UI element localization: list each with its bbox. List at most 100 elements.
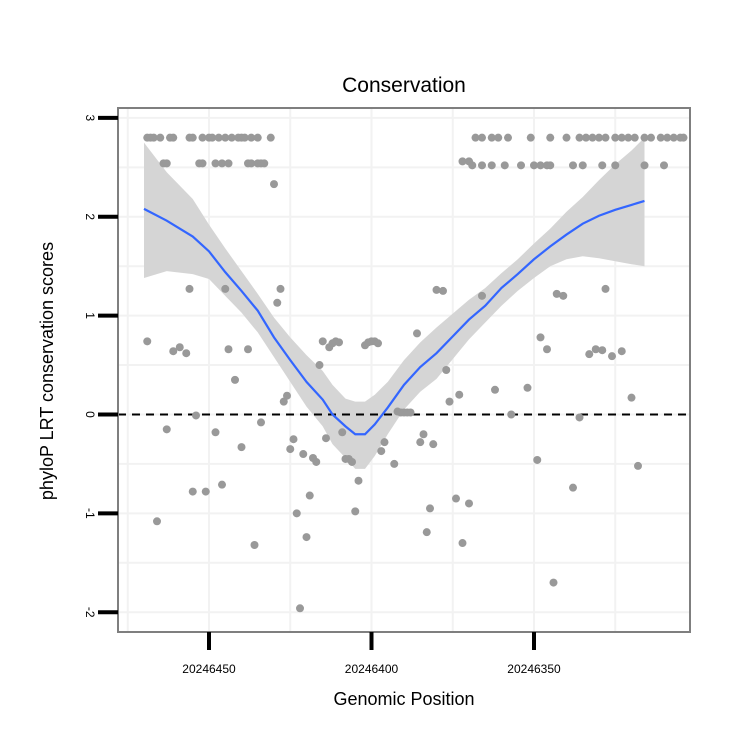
data-point [504,133,512,142]
data-point [247,133,256,142]
data-point [149,133,158,142]
data-point [218,159,226,168]
data-point [162,159,171,168]
data-point [406,408,415,417]
data-point [458,157,467,166]
data-point [575,133,584,142]
data-points [143,133,688,613]
x-axis: 20246450 20246400 20246350 [182,632,561,676]
data-point [562,133,571,142]
data-point [231,375,239,384]
data-point [491,385,499,394]
data-point [601,284,610,293]
data-point [530,161,538,170]
data-point [546,133,555,142]
data-point [543,345,551,354]
data-point [305,491,314,500]
data-point [533,455,542,464]
y-tick-label: 2 [83,213,97,220]
y-tick-label: 1 [83,312,97,319]
data-point [439,286,447,295]
data-point [611,161,620,170]
data-point [240,133,249,142]
data-point [299,450,308,459]
data-point [413,329,421,338]
data-point [478,133,486,142]
data-point [390,459,399,468]
x-tick-label: 20246450 [182,662,236,676]
data-point [322,434,330,443]
data-point [452,494,460,503]
data-point [669,133,678,142]
data-point [526,133,535,142]
data-point [523,383,532,392]
data-point [302,533,311,542]
data-point [617,133,626,142]
data-point [656,133,665,142]
data-point [250,540,259,549]
data-point [575,413,584,422]
data-point [591,345,600,354]
chart-title: Conservation [342,74,466,97]
data-point [273,298,282,307]
data-point [465,499,473,508]
data-point [201,487,210,496]
data-point [247,159,256,168]
data-point [601,133,610,142]
data-point [270,180,278,189]
data-point [598,161,607,170]
data-point [608,352,616,361]
data-point [458,539,467,548]
data-point [598,346,607,355]
y-tick-label: 0 [83,411,97,418]
data-point [660,161,668,170]
data-point [487,133,496,142]
data-point [634,461,642,470]
data-point [442,366,451,374]
data-point [192,411,200,420]
data-point [348,457,356,466]
y-axis: -2 -1 0 1 2 3 [83,115,118,618]
data-point [208,133,217,142]
data-point [153,517,161,526]
data-point [182,349,191,358]
data-point [351,507,360,516]
data-point [377,447,386,456]
data-point [296,604,304,613]
data-point [679,133,688,142]
data-point [617,347,626,356]
confidence-band [144,137,645,469]
data-point [500,161,509,170]
data-point [432,285,441,294]
data-point [536,333,545,342]
plot-panel-border [117,107,691,633]
y-tick-label: 3 [83,115,97,122]
data-point [198,133,207,142]
data-point [569,161,577,170]
x-axis-label: Genomic Position [333,689,474,709]
data-point [162,425,171,434]
data-point [289,435,298,444]
data-point [445,397,454,406]
data-point [468,161,477,170]
data-point [315,361,324,370]
data-point [494,133,503,142]
data-point [227,133,236,142]
data-point [169,133,178,142]
data-point [663,133,672,142]
data-point [426,504,434,513]
data-point [559,291,568,300]
data-point [552,289,561,298]
data-point [211,428,220,437]
data-point [237,443,246,452]
x-tick-label: 20246350 [507,662,561,676]
x-tick-label: 20246400 [345,662,399,676]
data-point [198,159,207,168]
data-point [312,457,321,466]
data-point [286,445,295,454]
data-point [354,476,363,485]
data-point [218,480,226,489]
smooth-curve [143,199,645,436]
data-point [335,338,343,347]
